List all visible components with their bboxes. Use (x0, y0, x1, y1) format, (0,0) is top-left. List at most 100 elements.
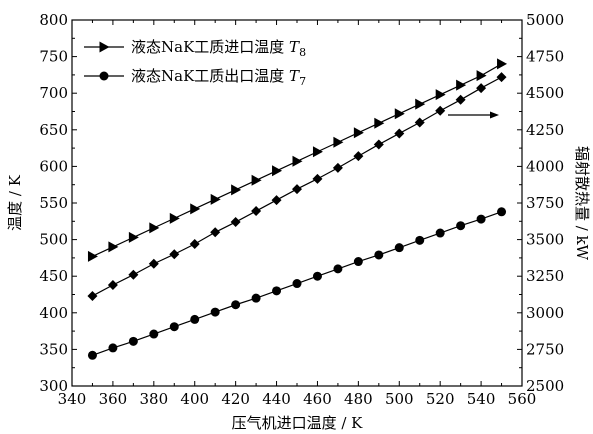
y-left-axis-title: 温度 / K (6, 174, 24, 231)
data-point (312, 173, 323, 184)
data-point (231, 300, 241, 310)
y-left-tick-label: 500 (39, 231, 68, 249)
x-tick-label: 360 (99, 390, 128, 408)
data-point (456, 79, 467, 91)
data-point (292, 279, 302, 289)
axes: 340 360 380 400 420 440 460 480 500 520 540 560 300 3… (6, 11, 591, 432)
annotation (448, 111, 499, 119)
x-tick-label: 380 (139, 390, 168, 408)
data-point (312, 146, 323, 158)
y-right-tick-label: 2500 (526, 377, 564, 395)
data-point (148, 258, 159, 269)
data-point (374, 117, 385, 129)
data-point (353, 257, 363, 267)
y-right-tick-label: 4500 (526, 84, 564, 102)
legend-label: 液态NaK工质出口温度 T7 (131, 67, 306, 88)
x-tick-label: 480 (344, 390, 373, 408)
data-point (189, 238, 200, 249)
y-right-tick-label: 3250 (526, 267, 564, 285)
data-point (374, 250, 384, 260)
data-point (456, 221, 466, 231)
data-point (476, 70, 487, 82)
data-point (333, 136, 344, 148)
data-point (373, 139, 384, 150)
y-left-tick-label: 600 (39, 157, 68, 175)
data-point (87, 290, 98, 301)
series-2 (87, 72, 507, 301)
x-axis-title: 压气机进口温度 / K (232, 414, 364, 432)
data-point (230, 217, 241, 228)
data-point (210, 193, 221, 205)
data-point (394, 243, 404, 253)
data-point (497, 207, 507, 217)
data-point (415, 235, 425, 245)
y-right-tick-label: 4000 (526, 157, 564, 175)
data-point (87, 250, 98, 262)
data-point (353, 127, 364, 139)
series-layer (87, 58, 508, 360)
x-tick-label: 520 (426, 390, 455, 408)
data-point (496, 72, 507, 83)
data-point (394, 108, 405, 120)
legend-label: 液态NaK工质进口温度 T8 (131, 38, 306, 59)
data-point (414, 117, 425, 128)
data-point (169, 212, 180, 224)
data-point (272, 286, 282, 296)
y-left-tick-label: 800 (39, 11, 68, 29)
y-left-tick-label: 700 (39, 84, 68, 102)
data-point (210, 227, 221, 238)
data-point (497, 58, 508, 70)
data-point (271, 195, 282, 206)
annotation-arrow-head (490, 111, 499, 119)
data-point (190, 314, 200, 324)
data-point (435, 89, 446, 101)
data-point (169, 322, 179, 332)
y-right-tick-label: 5000 (526, 11, 564, 29)
y-right-tick-label: 3500 (526, 231, 564, 249)
data-point (394, 128, 405, 139)
x-tick-label: 460 (303, 390, 332, 408)
data-point (292, 155, 303, 167)
series-0 (87, 58, 508, 262)
data-point (107, 279, 118, 290)
data-point (108, 241, 119, 253)
data-point (332, 162, 343, 173)
data-point (169, 249, 180, 260)
legend: 液态NaK工质进口温度 T8 液态NaK工质出口温度 T7 (84, 38, 306, 88)
data-point (149, 329, 159, 339)
x-tick-label: 420 (221, 390, 250, 408)
x-tick-label: 340 (58, 390, 87, 408)
x-tick-label: 400 (180, 390, 209, 408)
data-point (455, 94, 466, 105)
data-point (87, 350, 97, 360)
legend-marker (99, 41, 110, 53)
data-point (333, 264, 343, 274)
data-point (292, 184, 302, 195)
data-point (251, 206, 262, 217)
data-point (128, 336, 138, 346)
x-tick-label: 540 (467, 390, 496, 408)
y-left-tick-label: 550 (39, 194, 68, 212)
y-right-tick-label: 3000 (526, 304, 564, 322)
data-point (149, 222, 160, 234)
y-right-tick-label: 2750 (526, 340, 564, 358)
data-point (476, 214, 486, 224)
y-right-axis-title: 辐射散热量 / kW (573, 146, 591, 261)
data-point (251, 174, 262, 186)
data-point (210, 307, 220, 317)
data-point (476, 83, 487, 94)
data-point (415, 98, 426, 110)
y-left-tick-label: 400 (39, 304, 68, 322)
data-point (353, 151, 364, 162)
data-point (435, 228, 445, 238)
data-point (312, 271, 322, 281)
y-left-tick-label: 650 (39, 121, 68, 139)
y-left-tick-label: 450 (39, 267, 68, 285)
data-point (190, 203, 201, 215)
y-right-tick-label: 4250 (526, 121, 564, 139)
x-tick-label: 440 (262, 390, 291, 408)
series-1 (87, 207, 507, 360)
y-left-tick-label: 300 (39, 377, 68, 395)
data-point (272, 165, 283, 177)
data-point (251, 293, 261, 303)
